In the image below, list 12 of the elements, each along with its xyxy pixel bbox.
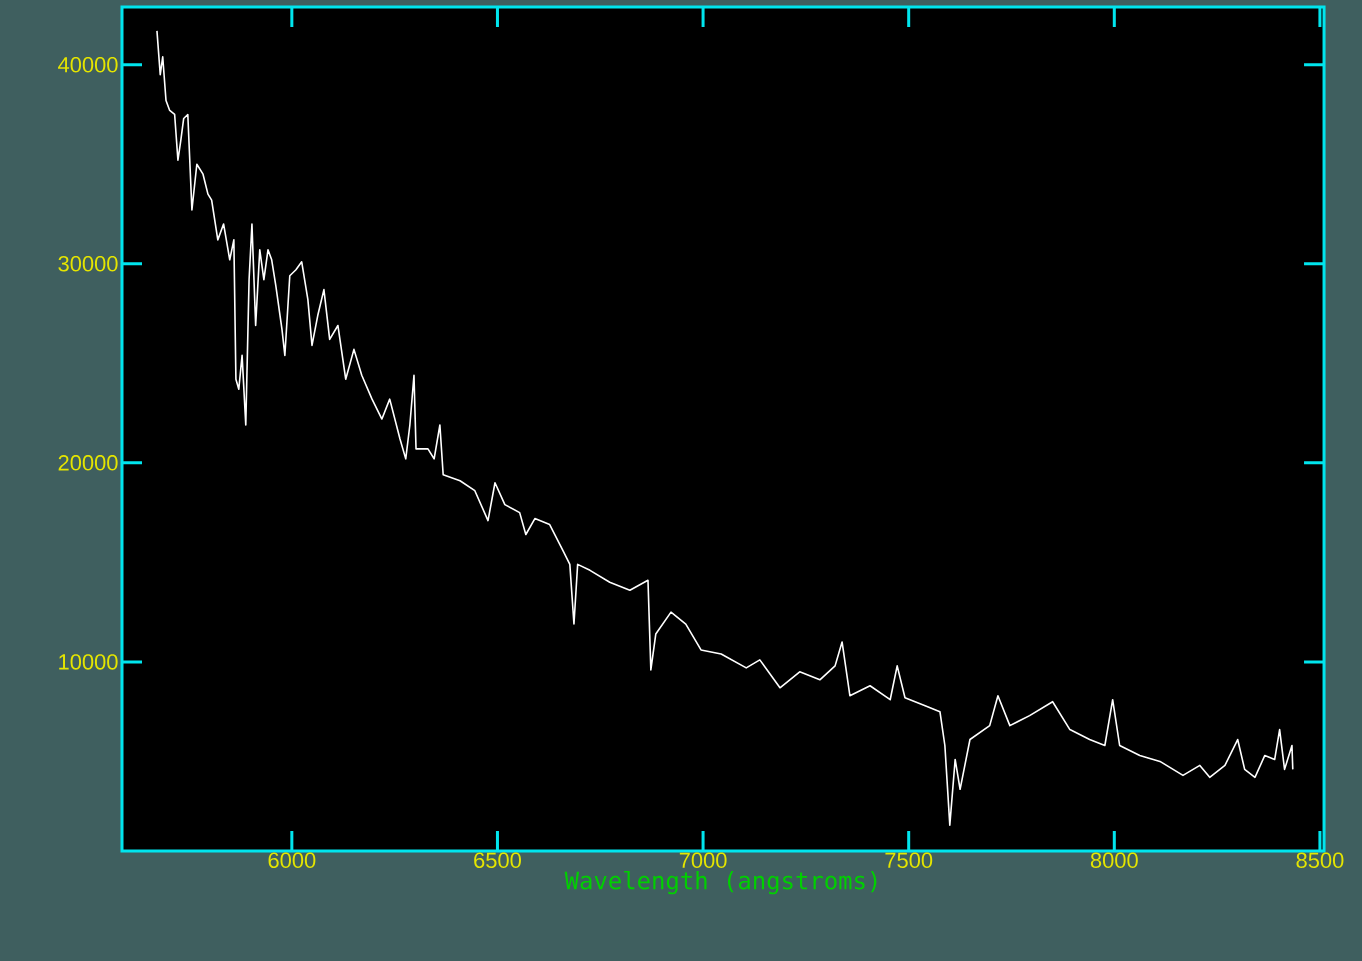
- x-tick-label: 6500: [474, 852, 521, 869]
- y-tick-label: 30000: [58, 256, 118, 272]
- y-tick-label: 10000: [59, 654, 118, 670]
- x-tick-label: 8500: [1296, 852, 1344, 869]
- line-series: [156, 30, 1294, 826]
- x-tick-label: 6000: [268, 852, 316, 869]
- y-tick-label: 20000: [58, 455, 118, 471]
- x-tick-label: 8000: [1090, 852, 1138, 869]
- x-tick-label: 7000: [679, 852, 727, 869]
- x-axis-title: Wavelength (angstroms): [564, 870, 877, 895]
- x-tick-label: 7500: [885, 852, 933, 869]
- y-tick-label: 40000: [58, 56, 118, 73]
